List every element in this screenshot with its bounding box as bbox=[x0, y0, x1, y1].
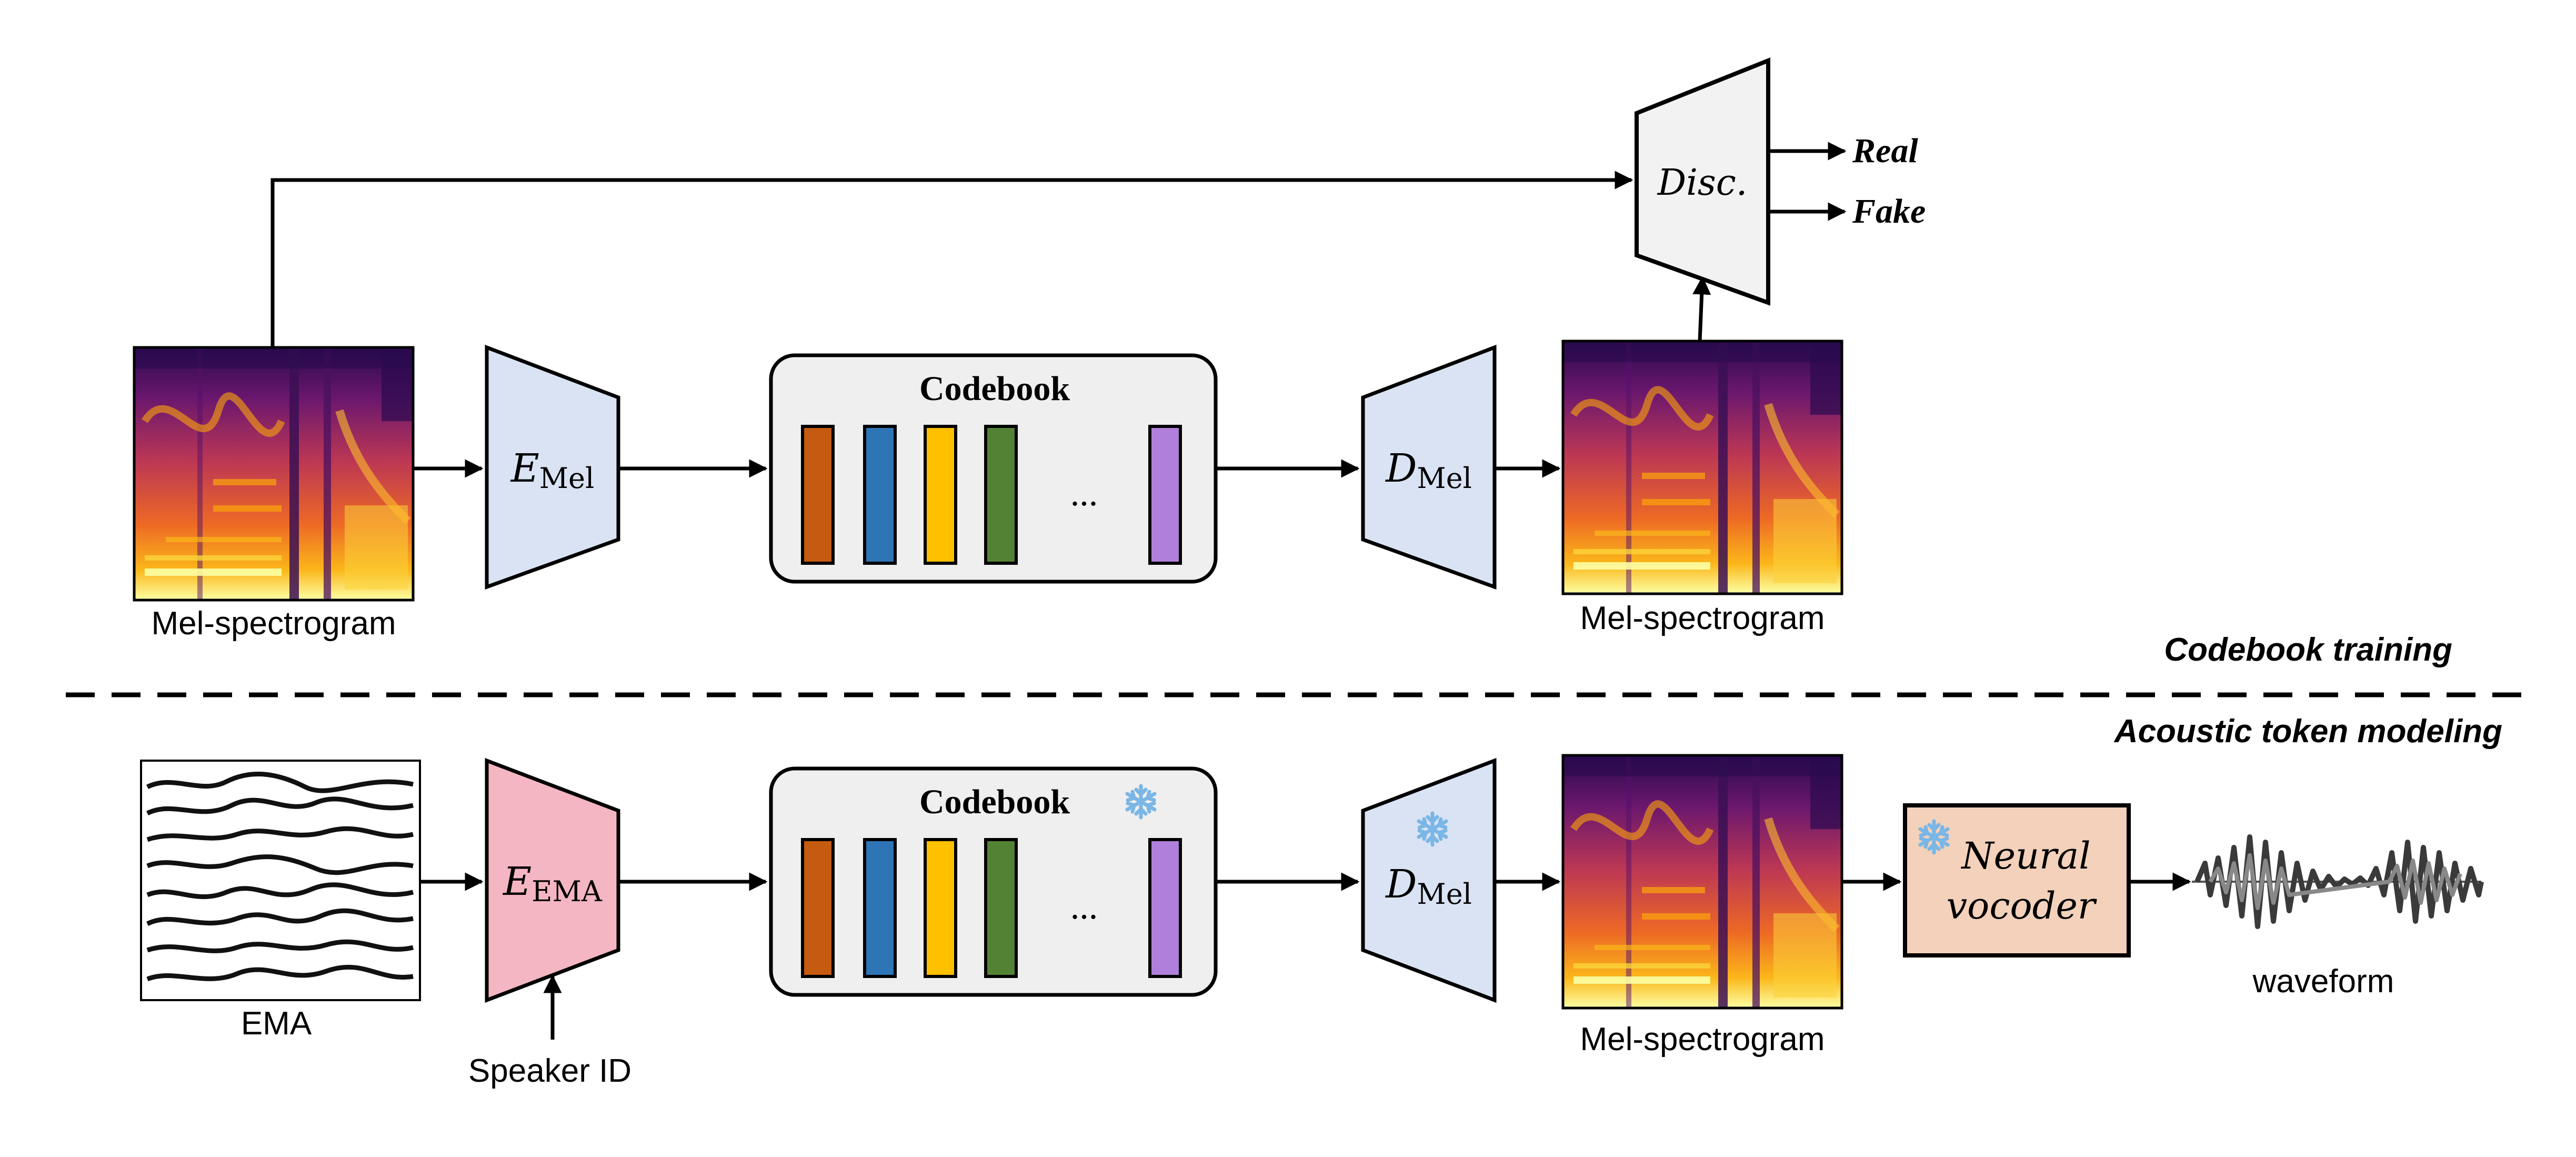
bottom-decoder-label: DMel bbox=[1385, 862, 1472, 911]
codebook-vector-2 bbox=[863, 425, 897, 565]
codebook-vector-3 bbox=[924, 838, 957, 978]
codebook-vector-last bbox=[1148, 425, 1182, 565]
top-output-mel-spectrogram bbox=[1563, 341, 1842, 594]
discriminator: Disc. bbox=[1635, 57, 1770, 306]
ema-label: EMA bbox=[241, 1005, 312, 1042]
top-codebook-ellipsis: ... bbox=[1070, 473, 1098, 514]
neural-vocoder: Neural vocoder bbox=[1903, 803, 2131, 957]
codebook-vector-1 bbox=[801, 838, 835, 978]
bottom-encoder-ema: EEMA bbox=[485, 757, 620, 1003]
real-path-arrow bbox=[270, 171, 1633, 347]
vocoder-line1: Neural bbox=[1960, 834, 2090, 877]
top-codebook-title: Codebook bbox=[919, 370, 1070, 408]
top-decoder-label: DMel bbox=[1385, 446, 1472, 495]
top-input-mel-spectrogram bbox=[134, 347, 413, 600]
codebook-vector-last bbox=[1148, 838, 1182, 978]
codebook-vector-2 bbox=[863, 838, 897, 978]
top-encoder-mel: EMel bbox=[485, 344, 620, 590]
top-encoder-label: EMel bbox=[510, 446, 595, 495]
codebook-vector-3 bbox=[924, 425, 957, 565]
bottom-mel-spectrogram bbox=[1563, 755, 1842, 1008]
bottom-codebook-ellipsis: ... bbox=[1070, 886, 1098, 927]
waveform-label: waveform bbox=[2252, 963, 2394, 1000]
speaker-id-label: Speaker ID bbox=[468, 1053, 632, 1089]
fake-label: Fake bbox=[1852, 192, 1926, 231]
codebook-vector-1 bbox=[801, 425, 835, 565]
codebook-training-label: Codebook training bbox=[2164, 632, 2452, 668]
bottom-codebook-title: Codebook bbox=[919, 783, 1070, 821]
acoustic-token-modeling-label: Acoustic token modeling bbox=[2113, 713, 2502, 750]
top-input-label: Mel-spectrogram bbox=[151, 605, 396, 642]
ema-signal-box bbox=[140, 760, 421, 1001]
codebook-vector-4 bbox=[984, 838, 1018, 978]
bottom-section: Acoustic token modeling EMA EEMA bbox=[140, 713, 2502, 1089]
top-output-label: Mel-spectrogram bbox=[1580, 600, 1825, 636]
top-section: Mel-spectrogram EMel Codebook ... bbox=[134, 57, 2452, 668]
real-label: Real bbox=[1852, 132, 1918, 170]
codebook-vector-4 bbox=[984, 425, 1018, 565]
bottom-encoder-label: EEMA bbox=[502, 859, 603, 908]
disc-label: Disc. bbox=[1657, 162, 1748, 204]
fake-path-arrow bbox=[1692, 276, 1711, 342]
top-decoder-mel: DMel bbox=[1361, 344, 1497, 590]
waveform-graphic bbox=[2192, 834, 2484, 929]
bottom-codebook: Codebook ... bbox=[769, 766, 1218, 997]
bottom-mel-label: Mel-spectrogram bbox=[1580, 1021, 1825, 1058]
bottom-decoder-mel: DMel bbox=[1361, 757, 1497, 1003]
top-codebook: Codebook ... bbox=[769, 353, 1218, 584]
vocoder-line2: vocoder bbox=[1947, 884, 2097, 927]
